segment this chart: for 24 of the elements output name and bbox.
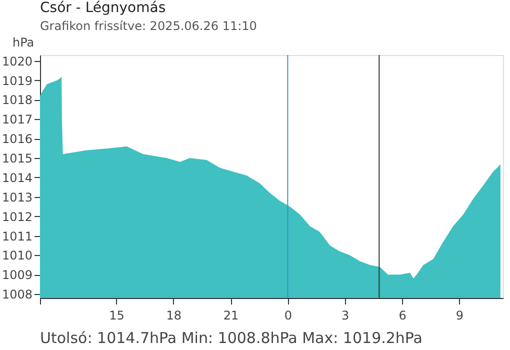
x-tick-label: 18 [166,308,182,322]
y-tick-label: 1015 [2,152,32,166]
y-tick-label: 1008 [2,288,32,302]
y-tick-label: 1016 [2,132,32,146]
x-tick-label: 3 [342,308,350,322]
x-tick-label: 6 [398,308,406,322]
y-tick-label: 1014 [2,170,32,185]
y-tick-label: 1012 [2,210,32,224]
chart-subtitle: Grafikon frissítve: 2025.06.26 11:10 [40,19,257,33]
y-tick-label: 1013 [2,190,32,204]
chart-title: Csór - Légnyomás [40,0,166,16]
y-tick-label: 1010 [2,248,32,263]
y-tick-label: 1018 [2,93,32,108]
y-tick-label: 1017 [2,112,32,127]
text: Utolsó: 1014.7hPa Min: 1008.8hPa Max: 1019.2hPa [40,329,422,347]
y-axis-title: hPa [12,36,34,50]
y-tick-label: 1020 [2,54,32,68]
x-tick-label: 9 [456,308,464,322]
x-tick-label: 0 [284,308,292,322]
x-tick-label: 15 [109,308,124,322]
y-tick-label: 1019 [2,74,32,88]
y-tick-label: 1011 [2,229,32,244]
y-tick-label: 1009 [2,268,32,282]
x-tick-label: 21 [223,308,239,322]
